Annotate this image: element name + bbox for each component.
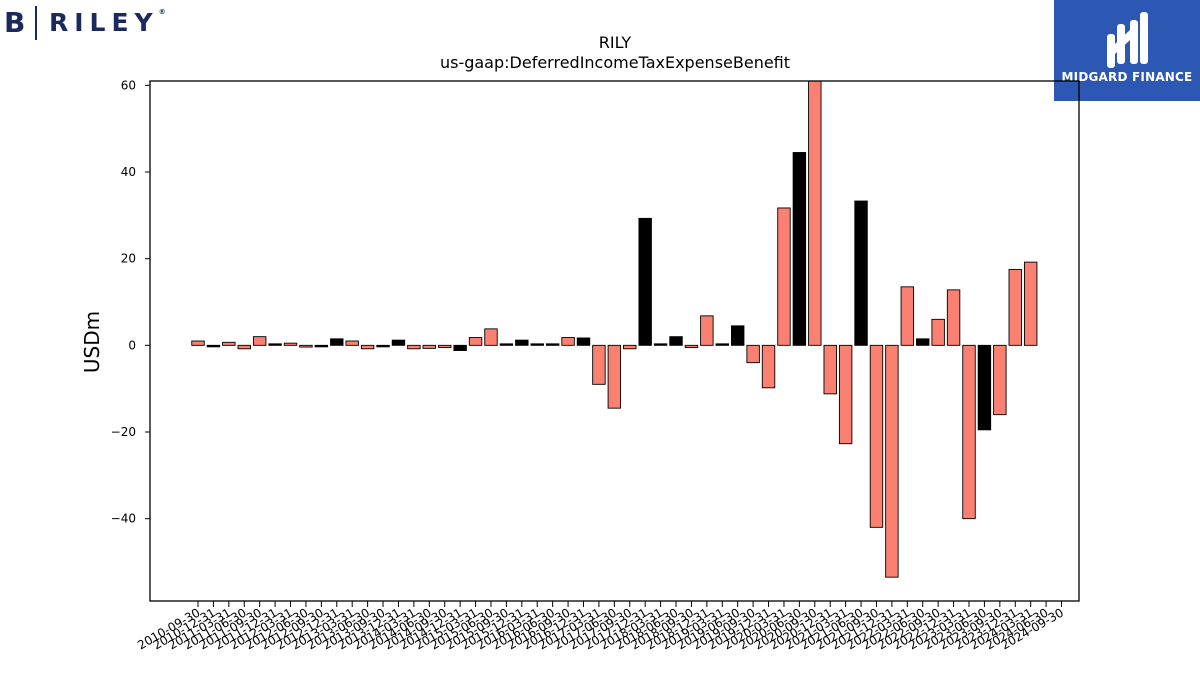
bar bbox=[761, 344, 776, 389]
logo-divider bbox=[35, 6, 37, 40]
y-tick-label: 0 bbox=[128, 338, 136, 352]
y-axis: −40 −20 0 20 40 60 bbox=[111, 78, 150, 526]
y-tick-label: −20 bbox=[111, 425, 136, 439]
bar bbox=[453, 344, 467, 351]
bar bbox=[808, 80, 822, 346]
bar bbox=[376, 344, 390, 348]
bar bbox=[777, 207, 791, 346]
chart-subtitle: us-gaap:DeferredIncomeTaxExpenseBenefit bbox=[440, 53, 790, 72]
y-axis-label: USDm bbox=[80, 311, 104, 373]
bar bbox=[407, 344, 421, 350]
b-riley-logo: B RILEY® bbox=[0, 0, 200, 44]
bar bbox=[700, 315, 714, 346]
bar bbox=[299, 344, 313, 348]
bar bbox=[484, 328, 498, 346]
bar bbox=[360, 344, 375, 350]
bar bbox=[576, 337, 591, 346]
bar bbox=[422, 344, 436, 349]
bar bbox=[731, 325, 745, 346]
bar bbox=[1008, 269, 1022, 346]
logo-name: RILEY® bbox=[49, 8, 166, 37]
bar bbox=[438, 344, 452, 348]
y-tick-label: 40 bbox=[121, 165, 136, 179]
bar bbox=[592, 344, 606, 385]
bar bbox=[314, 344, 329, 348]
bar bbox=[638, 217, 652, 346]
bar bbox=[330, 338, 344, 346]
midgard-emblem-icon bbox=[1107, 12, 1148, 68]
bar bbox=[530, 343, 544, 346]
plot-area-frame bbox=[149, 80, 1080, 602]
bar bbox=[993, 344, 1007, 416]
bar bbox=[283, 342, 298, 346]
y-tick-label: 60 bbox=[121, 78, 136, 92]
bar bbox=[823, 344, 837, 395]
bar bbox=[545, 343, 560, 346]
bar bbox=[885, 344, 899, 578]
bar bbox=[746, 344, 760, 364]
bar bbox=[607, 344, 622, 409]
bar bbox=[946, 289, 961, 346]
bar bbox=[1023, 261, 1038, 346]
bar bbox=[252, 336, 267, 346]
midgard-logo-text: MIDGARD FINANCE bbox=[1061, 70, 1193, 84]
bar bbox=[499, 343, 514, 346]
bar bbox=[792, 152, 807, 346]
bar bbox=[669, 336, 683, 346]
logo-registered-mark: ® bbox=[158, 8, 166, 16]
bar bbox=[206, 344, 221, 348]
bar bbox=[977, 344, 992, 431]
x-axis: 2010-09-302010-12-312011-03-312011-06-30… bbox=[135, 601, 1066, 652]
y-tick-label: 20 bbox=[121, 252, 136, 266]
bar bbox=[468, 337, 483, 346]
chart-title: RILY bbox=[599, 33, 632, 52]
bar bbox=[869, 344, 884, 528]
y-tick-label: −40 bbox=[111, 512, 136, 526]
bar bbox=[237, 344, 251, 350]
bar bbox=[684, 344, 699, 348]
bar bbox=[900, 286, 915, 346]
bar bbox=[931, 318, 945, 346]
logo-name-text: RILEY bbox=[49, 8, 159, 37]
logo-initial: B bbox=[4, 6, 26, 39]
bar bbox=[962, 344, 976, 520]
bar bbox=[561, 337, 575, 346]
bar-series bbox=[191, 80, 1038, 578]
bar bbox=[715, 343, 729, 346]
bar bbox=[191, 340, 205, 346]
bar bbox=[345, 340, 359, 346]
bar bbox=[222, 341, 236, 346]
bar bbox=[854, 200, 868, 346]
bar bbox=[515, 339, 529, 346]
bar bbox=[916, 338, 930, 346]
bar bbox=[838, 344, 853, 445]
bar bbox=[268, 343, 282, 346]
midgard-finance-logo: MIDGARD FINANCE bbox=[1054, 0, 1200, 101]
bar bbox=[653, 343, 668, 346]
bar bbox=[391, 339, 406, 346]
bar bbox=[623, 344, 637, 350]
